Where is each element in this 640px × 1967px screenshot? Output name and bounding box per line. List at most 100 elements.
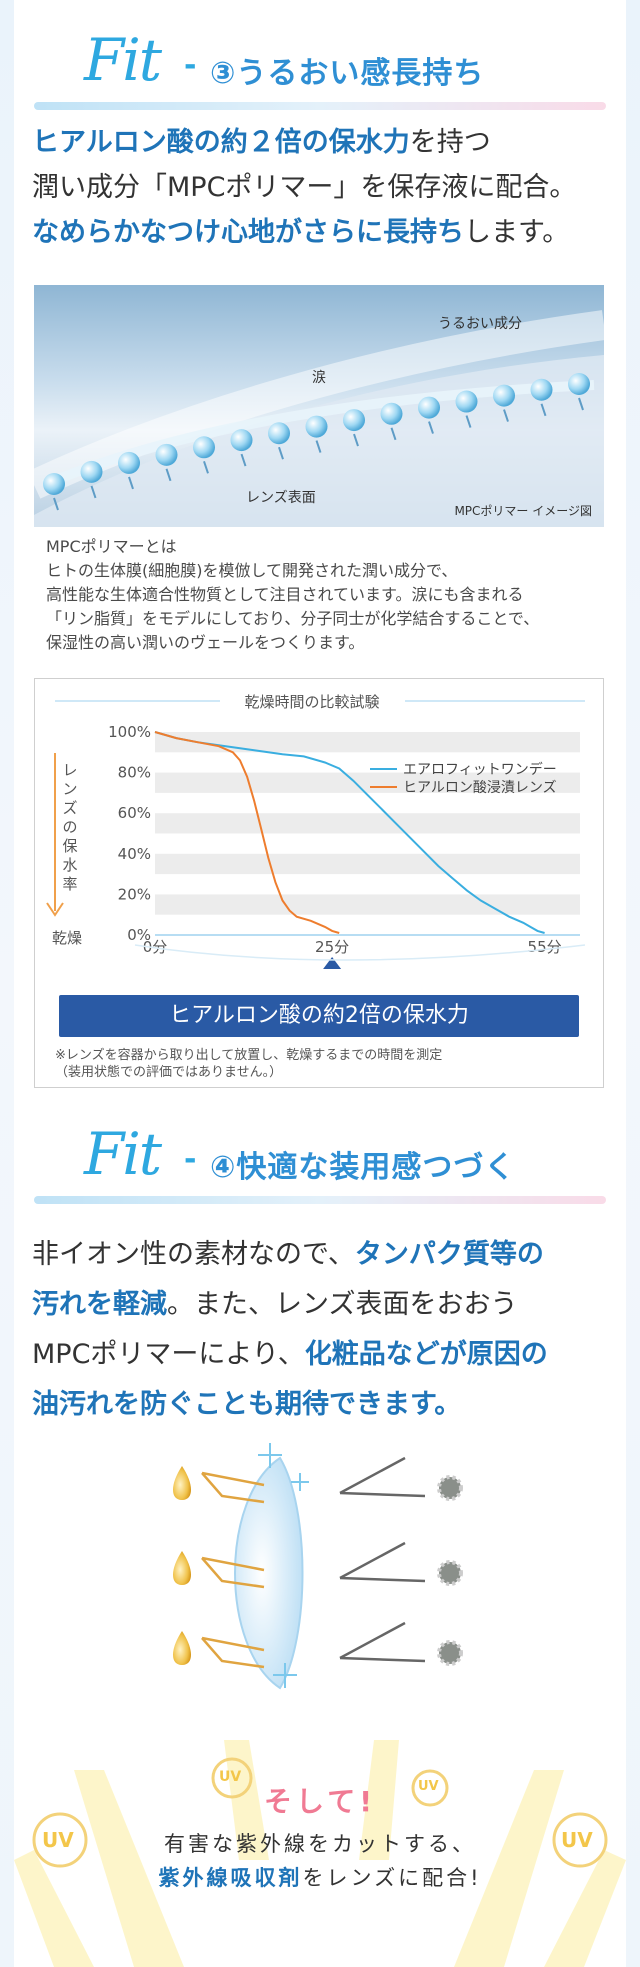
chart-note-line: （装用状態での評価ではありません。）	[55, 1065, 283, 1080]
grid-band	[155, 813, 580, 834]
molecule-stem	[278, 446, 284, 460]
molecule-stem	[428, 421, 434, 434]
uv-section: UV UV UV UV そして! 有害な紫外線をカットする、 紫外線吸収剤をレン…	[14, 1740, 626, 1967]
description-line: 高性能な生体適合性物質として注目されています。涙にも含まれる	[46, 585, 524, 604]
heading-dash: -	[184, 48, 197, 83]
chart-title: 乾燥時間の比較試験	[244, 693, 379, 711]
soshite-text: そして!	[264, 1785, 376, 1818]
decor-arc	[134, 944, 586, 961]
molecule-ball	[568, 373, 590, 395]
molecule-ball	[193, 436, 215, 459]
molecule-ball	[155, 443, 178, 466]
molecule-stem	[540, 403, 547, 417]
molecule-ball	[43, 473, 65, 495]
lead-line: なめらかなつけ心地がさらに長持ちします。	[32, 210, 622, 255]
y-arrow-head	[46, 902, 64, 917]
lead-text: 。また、レンズ表面をおおう	[167, 1289, 518, 1320]
grid-band	[155, 853, 580, 875]
grid-band	[155, 772, 580, 793]
fit-logo: Fit	[84, 1120, 162, 1188]
legend-label: エアロフィットワンデー	[403, 761, 557, 778]
chart-note: ※レンズを容器から取り出して放置し、乾燥するまでの時間を測定 （装用状態での評価…	[55, 1047, 442, 1081]
dirt-particle-icon	[437, 1475, 463, 1501]
lead-line: 汚れを軽減。また、レンズ表面をおおう	[32, 1280, 622, 1330]
repel-arrow-icon	[339, 1456, 426, 1498]
heading-dash: -	[184, 1142, 197, 1177]
molecule-ball	[493, 384, 515, 407]
lead-line: ヒアルロン酸の約２倍の保水力を持つ	[32, 120, 622, 165]
lead-highlight: 汚れを軽減	[32, 1289, 167, 1320]
section3-title: ③うるおい感長持ち	[210, 56, 485, 91]
lead-highlight: なめらかなつけ心地がさらに長持ち	[32, 217, 464, 248]
molecule-ball	[118, 451, 140, 474]
lead-line: 非イオン性の素材なので、タンパク質等の	[32, 1230, 622, 1280]
fit-logo: Fit	[84, 26, 162, 94]
y-tick-label: 20%	[118, 885, 151, 903]
molecule-stem	[240, 453, 247, 467]
oil-droplet-icon	[173, 1551, 191, 1585]
lead-highlight: タンパク質等の	[354, 1239, 544, 1270]
oil-droplet-icon	[173, 1466, 191, 1500]
oil-droplet-icon	[173, 1631, 191, 1665]
series-line-1	[154, 731, 545, 934]
lead-text: を持つ	[409, 127, 491, 158]
uv-rays-illustration	[14, 1740, 626, 1967]
y-axis-label-char: ズ	[62, 799, 77, 817]
description-line: 保湿性の高い潤いのヴェールをつくります。	[46, 633, 365, 652]
lead-highlight: ヒアルロン酸の約２倍の保水力	[32, 127, 410, 158]
repel-arrow-icon	[339, 1621, 426, 1663]
drying-time-chart: 乾燥時間の比較試験 100% 80% 60% 40% 20% 0% 0分 25分 55分 レンズの保…	[34, 678, 604, 1088]
molecule-ball	[230, 429, 253, 452]
lead-text: します。	[464, 217, 570, 248]
mpc-illustration	[34, 310, 604, 527]
section4-heading: Fit - ④快適な装用感つづく	[34, 1124, 606, 1208]
chart-banner: ヒアルロン酸の約2倍の保水力	[59, 995, 579, 1037]
y-axis-label-char: の	[62, 818, 77, 836]
molecule-ball	[418, 396, 440, 419]
repel-arrow-icon	[201, 1636, 265, 1669]
y-tick-label: 100%	[108, 723, 151, 741]
heading-gradient-bar	[34, 102, 606, 110]
description-line: ヒトの生体膜(細胞膜)を模倣して開発された潤い成分で、	[46, 561, 458, 580]
description-line: 「リン脂質」をモデルにしており、分子同士が化学結合することで、	[46, 609, 540, 628]
heading-gradient-bar	[34, 1196, 606, 1204]
y-tick-label: 60%	[118, 804, 151, 822]
lead-line: MPCポリマーにより、化粧品などが原因の	[32, 1330, 622, 1380]
y-axis-label-char: 水	[62, 856, 77, 874]
repel-arrow-icon	[201, 1471, 265, 1504]
section4-lead: 非イオン性の素材なので、タンパク質等の 汚れを軽減。また、レンズ表面をおおう MPC…	[32, 1230, 622, 1430]
lead-highlight: 油汚れを防ぐことも期待できます。	[32, 1389, 462, 1420]
x-tick-label: 0分	[143, 938, 168, 956]
molecule-ball	[530, 378, 553, 401]
section4-title: ④快適な装用感つづく	[210, 1150, 516, 1185]
grid-band	[155, 894, 580, 915]
molecule-ball	[455, 390, 478, 413]
dirt-particle-icon	[437, 1560, 463, 1586]
mpc-description: MPCポリマーとはヒトの生体膜(細胞膜)を模倣して開発された潤い成分で、高性能な…	[46, 535, 606, 655]
grid-band	[155, 732, 580, 753]
molecule-stem	[465, 415, 472, 428]
y-tick-label: 0%	[127, 926, 151, 944]
molecule-ball	[80, 460, 103, 483]
y-axis-label-char: ン	[62, 780, 77, 798]
repel-arrow-icon	[339, 1541, 426, 1583]
uv-line-1: 有害な紫外線をカットする、	[164, 1832, 476, 1856]
y-axis-label-char: 保	[62, 837, 77, 855]
label-lens-surface: レンズ表面	[246, 490, 316, 506]
dirt-particle-icon	[437, 1640, 463, 1666]
image-credit: MPCポリマー イメージ図	[454, 504, 592, 518]
lead-text: MPCポリマーにより、	[32, 1339, 305, 1370]
description-line: MPCポリマーとは	[46, 537, 177, 556]
y-tick-label: 80%	[118, 764, 151, 782]
molecule-stem	[90, 485, 97, 499]
lead-text: 非イオン性の素材なので、	[32, 1239, 355, 1270]
molecule-ball	[268, 422, 290, 445]
uv-badge: UV	[42, 1828, 74, 1852]
molecule-stem	[165, 468, 172, 482]
molecule-stem	[390, 427, 397, 441]
label-moisture: うるおい成分	[438, 316, 522, 332]
y-axis-bottom-label: 乾燥	[52, 929, 82, 947]
molecule-stem	[128, 476, 134, 490]
molecule-ball	[380, 402, 403, 425]
